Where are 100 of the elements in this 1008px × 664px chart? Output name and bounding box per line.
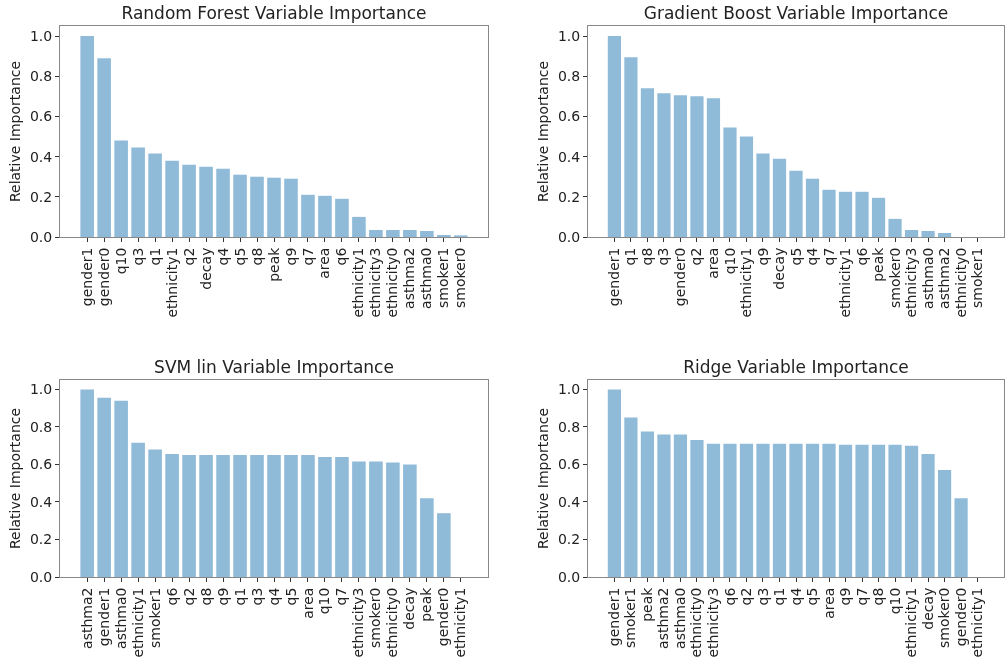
x-tick-label: ethnicity3 [350, 587, 367, 658]
x-tick-label: peak [265, 246, 282, 282]
bar [723, 127, 737, 237]
y-tick-label: 0.4 [29, 148, 53, 165]
bar [888, 444, 902, 577]
x-tick-label: q9 [754, 247, 771, 266]
y-tick-label: 1.0 [557, 27, 581, 44]
x-tick-label: ethnicity3 [367, 247, 384, 318]
bar [723, 443, 737, 577]
x-tick-label: q1 [146, 247, 163, 266]
x-tick-label: peak [638, 586, 655, 622]
x-tick-label: q8 [638, 247, 655, 266]
bar [657, 93, 671, 237]
bar [131, 147, 145, 237]
x-tick-label: q8 [197, 587, 214, 606]
x-tick-label: q4 [214, 247, 231, 266]
bar [352, 216, 366, 237]
bar [267, 177, 281, 237]
x-tick-label: asthma2 [655, 587, 672, 649]
bar [131, 442, 145, 577]
x-tick-label: area [299, 587, 316, 619]
bar [607, 389, 622, 577]
x-tick-label: smoker1 [435, 247, 452, 308]
x-tick-label: q5 [231, 247, 248, 266]
x-tick-label: ethnicity1 [837, 247, 854, 318]
y-tick-label: 0.2 [29, 531, 53, 548]
chart-title: Random Forest Variable Importance [121, 2, 427, 23]
bar [369, 229, 383, 237]
bar [640, 88, 655, 237]
y-tick-label: 0.0 [29, 228, 53, 245]
bar [80, 36, 94, 237]
bar [838, 191, 853, 237]
y-tick-label: 1.0 [29, 27, 53, 44]
x-tick-label: q2 [180, 247, 197, 266]
bar [855, 444, 869, 577]
bar [420, 498, 434, 577]
x-tick-label: q3 [129, 247, 146, 266]
bar [97, 58, 111, 237]
bar [233, 174, 247, 237]
x-tick-label: q2 [738, 587, 755, 606]
bar [216, 455, 230, 577]
bar [148, 153, 162, 237]
x-tick-label: peak [418, 586, 435, 622]
bar [97, 397, 111, 577]
x-tick-label: asthma2 [401, 247, 418, 309]
x-tick-label: gender1 [95, 587, 112, 647]
x-tick-label: q8 [870, 587, 887, 606]
bar [403, 229, 417, 237]
x-tick-label: ethnicity0 [384, 587, 401, 658]
bar [182, 164, 196, 237]
bar [624, 57, 638, 237]
bar [789, 443, 803, 577]
x-tick-label: ethnicity1 [129, 587, 146, 658]
y-tick-label: 0.2 [29, 188, 53, 205]
x-tick-label: ethnicity1 [350, 247, 367, 318]
y-axis-title: Relative Importance [6, 60, 23, 203]
bar [437, 513, 451, 577]
x-tick-label: ethnicity0 [952, 247, 969, 318]
y-tick-label: 0.2 [557, 188, 581, 205]
y-tick-label: 0.4 [29, 493, 53, 510]
x-tick-label: decay [401, 587, 418, 630]
bar [640, 431, 655, 577]
bar [318, 456, 332, 577]
bar [921, 230, 935, 237]
chart-title: Ridge Variable Importance [683, 356, 909, 377]
bar [904, 445, 919, 577]
bar [954, 498, 968, 577]
bar [335, 456, 349, 577]
x-tick-label: gender1 [605, 587, 622, 647]
bar [657, 434, 671, 577]
bar [369, 461, 383, 577]
x-tick-label: asthma2 [936, 247, 953, 309]
bar [284, 455, 298, 577]
x-tick-label: q7 [820, 247, 837, 266]
x-tick-label: ethnicity1 [163, 247, 180, 318]
bar [301, 194, 315, 237]
x-tick-label: q2 [688, 247, 705, 266]
x-tick-label: decay [197, 247, 214, 290]
bar [420, 230, 434, 237]
x-tick-label: asthma0 [671, 587, 688, 649]
y-axis-title: Relative Importance [534, 407, 551, 550]
bar [855, 191, 869, 237]
bar [690, 96, 704, 237]
y-tick-label: 0.2 [557, 531, 581, 548]
x-tick-label: q1 [622, 247, 639, 266]
bar [233, 455, 247, 577]
y-tick-label: 0.8 [29, 418, 53, 435]
x-tick-label: q4 [265, 587, 282, 606]
bar [335, 198, 349, 237]
x-tick-label: area [316, 247, 333, 279]
bar [805, 443, 820, 577]
x-tick-label: q4 [804, 247, 821, 266]
x-tick-label: q6 [163, 587, 180, 606]
chart-title: Gradient Boost Variable Importance [643, 2, 949, 23]
y-tick-label: 0.6 [29, 108, 53, 125]
bar [216, 168, 230, 237]
x-tick-label: q10 [112, 247, 129, 275]
y-tick-label: 0.6 [29, 456, 53, 473]
x-tick-label: gender1 [78, 247, 95, 307]
bar [386, 462, 400, 577]
